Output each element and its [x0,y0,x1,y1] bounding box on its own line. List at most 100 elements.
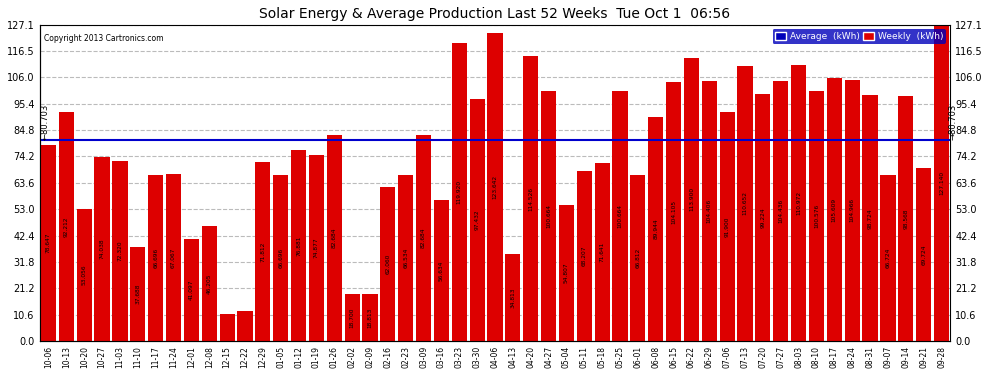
Text: 46.205: 46.205 [207,273,212,294]
Bar [844,80,859,341]
Text: 119.920: 119.920 [456,180,461,204]
Text: 100.664: 100.664 [618,204,623,228]
Bar [309,155,324,341]
Bar [827,78,842,341]
Bar [702,81,717,341]
Bar [41,146,56,341]
Bar [916,168,932,341]
Text: 69.724: 69.724 [921,244,927,264]
Bar [648,117,663,341]
Text: 104.105: 104.105 [671,200,676,223]
Text: 114.526: 114.526 [529,186,534,210]
Text: 74.038: 74.038 [100,238,105,259]
Bar [380,187,395,341]
Text: 123.642: 123.642 [492,175,498,199]
Bar [487,33,503,341]
Text: 104.966: 104.966 [849,198,854,222]
Bar [238,310,252,341]
Text: 110.652: 110.652 [742,191,747,215]
Text: 104.406: 104.406 [707,199,712,223]
Text: →80.703: →80.703 [948,104,957,140]
Bar [791,65,806,341]
Text: 66.696: 66.696 [278,248,283,268]
Text: 54.807: 54.807 [564,262,569,283]
Text: 104.436: 104.436 [778,199,783,223]
Text: 105.609: 105.609 [832,198,837,222]
Text: 97.432: 97.432 [474,210,479,230]
Text: 89.944: 89.944 [653,219,658,239]
Text: 74.877: 74.877 [314,237,319,258]
Bar [613,91,628,341]
Text: 98.724: 98.724 [867,208,872,228]
Bar [345,294,359,341]
Bar [131,247,146,341]
Text: 78.647: 78.647 [46,233,51,254]
Bar [577,171,592,341]
Text: 66.696: 66.696 [153,248,158,268]
Bar [434,200,449,341]
Bar [720,112,735,341]
Bar [809,91,824,341]
Bar [898,96,914,341]
Text: 34.813: 34.813 [511,287,516,308]
Bar [469,99,485,341]
Bar [148,175,163,341]
Text: 18.813: 18.813 [367,308,372,328]
Text: 100.664: 100.664 [546,204,551,228]
Bar [202,226,217,341]
Bar [220,314,235,341]
Text: 18.700: 18.700 [349,308,354,328]
Text: 68.207: 68.207 [582,246,587,266]
Text: 66.724: 66.724 [885,248,890,268]
Text: Copyright 2013 Cartronics.com: Copyright 2013 Cartronics.com [45,34,163,44]
Text: 110.972: 110.972 [796,191,801,215]
Bar [76,209,92,341]
Bar [58,112,74,341]
Bar [934,25,949,341]
Bar [362,294,377,341]
Bar [184,239,199,341]
Bar [166,174,181,341]
Bar [880,175,896,341]
Text: 67.067: 67.067 [171,248,176,268]
Text: 71.812: 71.812 [260,242,265,262]
Text: 127.140: 127.140 [939,171,944,195]
Bar [595,163,610,341]
Bar [505,254,521,341]
Text: 98.568: 98.568 [903,208,908,229]
Bar [416,135,432,341]
Text: 99.224: 99.224 [760,207,765,228]
Bar [862,96,878,341]
Text: 91.900: 91.900 [725,216,730,237]
Bar [255,162,270,341]
Bar [291,150,306,341]
Text: 82.684: 82.684 [421,228,426,248]
Text: 92.212: 92.212 [63,216,69,237]
Bar [398,176,413,341]
Bar [273,175,288,341]
Text: ←80.703: ←80.703 [41,104,50,140]
Bar [631,175,645,341]
Text: 53.056: 53.056 [82,265,87,285]
Bar [755,94,770,341]
Text: 66.534: 66.534 [403,248,408,268]
Text: 113.900: 113.900 [689,187,694,211]
Bar [94,157,110,341]
Bar [523,56,539,341]
Text: 66.812: 66.812 [636,248,641,268]
Bar [738,66,752,341]
Text: 82.684: 82.684 [332,228,337,248]
Bar [666,82,681,341]
Text: 72.320: 72.320 [118,241,123,261]
Text: 41.097: 41.097 [189,280,194,300]
Bar [773,81,788,341]
Legend: Average  (kWh), Weekly  (kWh): Average (kWh), Weekly (kWh) [772,29,945,44]
Text: 71.641: 71.641 [600,242,605,262]
Title: Solar Energy & Average Production Last 52 Weeks  Tue Oct 1  06:56: Solar Energy & Average Production Last 5… [259,7,731,21]
Bar [112,161,128,341]
Bar [451,43,467,341]
Bar [541,91,556,341]
Text: 56.634: 56.634 [439,260,444,281]
Bar [558,205,574,341]
Text: 100.576: 100.576 [814,204,819,228]
